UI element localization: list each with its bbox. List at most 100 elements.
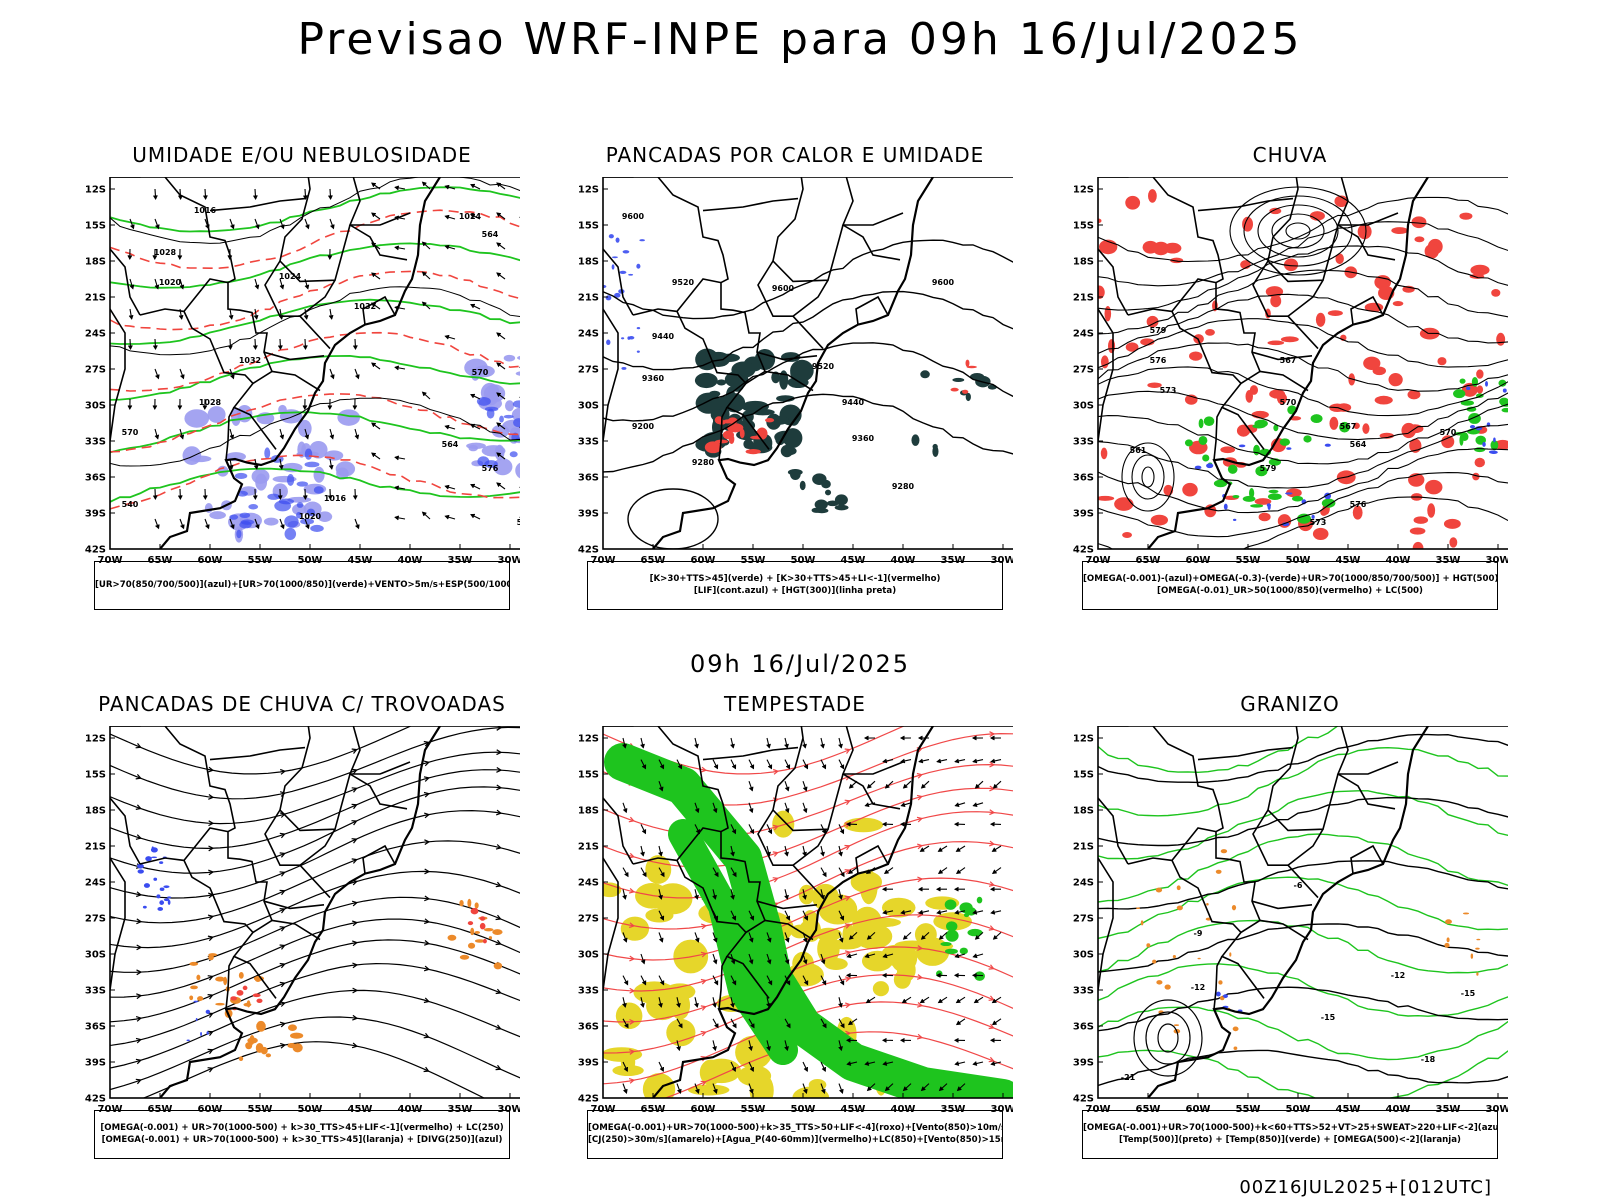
streamline bbox=[603, 840, 1013, 930]
isoline bbox=[1257, 204, 1339, 258]
stream-arrow bbox=[351, 820, 358, 826]
shaded-area bbox=[255, 1042, 264, 1053]
shaded-area bbox=[189, 961, 199, 966]
shaded-area bbox=[1465, 386, 1471, 391]
lat-tick-label: 33S bbox=[1073, 437, 1094, 448]
lon-tick-label: 40W bbox=[1386, 555, 1411, 566]
lon-tick-label: 40W bbox=[891, 555, 916, 566]
shaded-area bbox=[881, 897, 916, 918]
streamline bbox=[603, 974, 1013, 1054]
lon-tick-label: 35W bbox=[1436, 555, 1461, 566]
wind-arrowhead bbox=[496, 212, 501, 217]
map-frame bbox=[602, 177, 1013, 550]
stream-arrow bbox=[423, 776, 431, 782]
wind-arrowhead bbox=[676, 1002, 681, 1008]
lat-tick-label: 36S bbox=[1073, 1022, 1094, 1033]
lon-tick-label: 50W bbox=[1286, 555, 1311, 566]
lat-tick-label: 30S bbox=[578, 401, 599, 412]
isoline bbox=[110, 242, 520, 289]
stream-arrow bbox=[989, 731, 996, 738]
shaded-area bbox=[267, 493, 280, 500]
state-border bbox=[756, 351, 818, 361]
wind-arrowhead bbox=[371, 422, 376, 428]
stream-arrow bbox=[279, 852, 286, 858]
state-border bbox=[1252, 809, 1319, 899]
wind-arrowhead bbox=[278, 464, 284, 470]
wind-arrowhead bbox=[658, 1002, 663, 1008]
shaded-area bbox=[1213, 479, 1228, 488]
shaded-area bbox=[504, 400, 515, 412]
wind-arrowhead bbox=[205, 524, 210, 530]
wind-arrowhead bbox=[955, 869, 961, 875]
shaded-area bbox=[1273, 424, 1279, 432]
shaded-area bbox=[509, 451, 518, 458]
wind-arrowhead bbox=[884, 1086, 890, 1092]
lat-tick-label: 42S bbox=[578, 545, 599, 556]
isoline bbox=[1098, 423, 1508, 489]
wind-arrowhead bbox=[714, 980, 719, 986]
shaded-area bbox=[1459, 212, 1473, 220]
state-border bbox=[299, 279, 336, 317]
contour-label: 570 bbox=[1280, 398, 1297, 407]
wind-arrowhead bbox=[279, 434, 285, 440]
wind-arrowhead bbox=[177, 495, 183, 501]
stream-arrow bbox=[989, 809, 996, 816]
stream-arrow bbox=[495, 1064, 502, 1071]
lon-tick-label: 45W bbox=[1336, 1104, 1361, 1115]
shaded-area bbox=[167, 899, 171, 905]
shaded-area bbox=[727, 417, 738, 424]
wind-arrowhead bbox=[622, 894, 627, 900]
contour-label: 1028 bbox=[154, 248, 177, 257]
state-border bbox=[139, 857, 254, 933]
shaded-area bbox=[1232, 518, 1237, 522]
shaded-area bbox=[1412, 541, 1424, 549]
isoline bbox=[1141, 466, 1155, 488]
shaded-area bbox=[1229, 952, 1232, 957]
shaded-area bbox=[1482, 442, 1486, 447]
shaded-area bbox=[771, 371, 781, 384]
lon-tick-label: 60W bbox=[198, 555, 223, 566]
shaded-area bbox=[1233, 1046, 1238, 1050]
streamline bbox=[110, 918, 520, 998]
stream-arrow bbox=[917, 1002, 924, 1008]
lon-tick-label: 70W bbox=[591, 1104, 616, 1115]
isoline bbox=[110, 209, 520, 270]
shaded-area bbox=[208, 954, 214, 961]
wind-arrowhead bbox=[227, 345, 233, 351]
stream-arrow bbox=[207, 914, 215, 921]
shaded-area bbox=[256, 1020, 266, 1032]
wind-arrowhead bbox=[694, 743, 699, 749]
shaded-area bbox=[1220, 446, 1236, 454]
shaded-area bbox=[1291, 495, 1304, 502]
stream-arrow bbox=[772, 877, 779, 883]
shaded-area bbox=[1392, 300, 1404, 307]
lat-tick-label: 42S bbox=[1073, 545, 1094, 556]
isoline bbox=[1098, 733, 1508, 784]
lon-tick-label: 30W bbox=[991, 1104, 1013, 1115]
lat-tick-label: 12S bbox=[1073, 734, 1094, 745]
wind-arrowhead bbox=[152, 495, 158, 501]
wind-arrowhead bbox=[820, 743, 825, 749]
shaded-area bbox=[959, 902, 973, 914]
contour-label: 9200 bbox=[632, 422, 655, 431]
stream-arrow bbox=[424, 812, 431, 819]
shaded-area bbox=[1437, 357, 1447, 366]
shaded-area bbox=[1476, 385, 1484, 394]
isoline bbox=[110, 298, 520, 345]
shaded-area bbox=[1374, 395, 1393, 405]
wind-arrowhead bbox=[785, 764, 791, 770]
map-plot: 9600 9520 9600 9440 9520 9360 9440 9200 9360 9280… bbox=[578, 177, 1013, 566]
wind-arrowhead bbox=[352, 345, 358, 351]
wind-arrowhead bbox=[838, 894, 843, 900]
isoline bbox=[1157, 1023, 1179, 1053]
stream-arrow bbox=[844, 844, 851, 851]
shaded-area bbox=[264, 447, 271, 459]
shaded-area bbox=[197, 996, 204, 1002]
stream-arrow bbox=[135, 1037, 143, 1044]
shaded-area bbox=[278, 498, 295, 505]
stream-arrow bbox=[135, 774, 142, 780]
lat-tick-label: 15S bbox=[578, 770, 599, 781]
stream-arrow bbox=[917, 876, 924, 883]
wind-arrowhead bbox=[992, 784, 998, 789]
shaded-area bbox=[151, 846, 154, 850]
